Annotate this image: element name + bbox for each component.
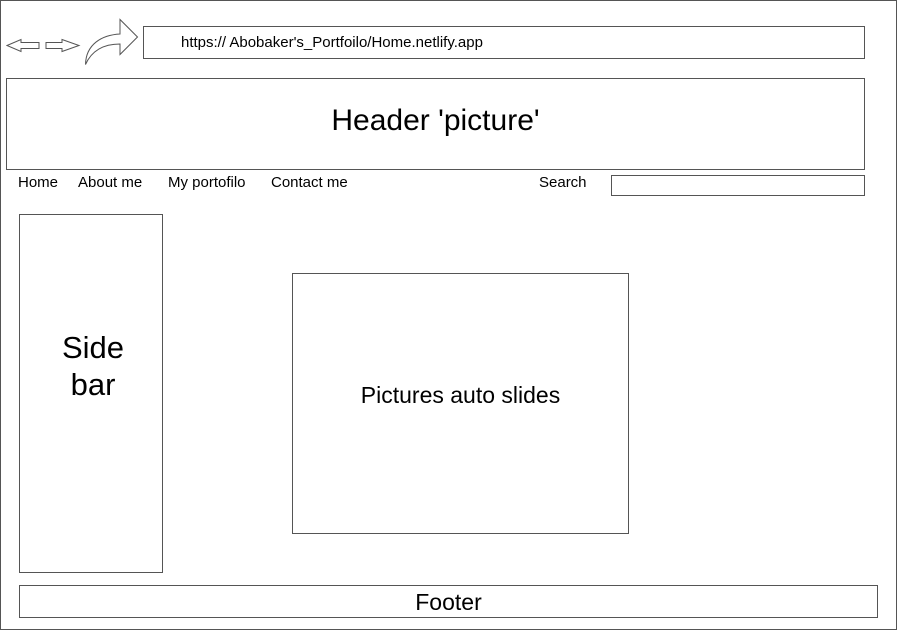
url-text: https:// Abobaker's_Portfoilo/Home.netli…	[181, 34, 483, 51]
nav-link-home[interactable]: Home	[18, 174, 59, 191]
nav-link-about-me[interactable]: About me	[78, 174, 143, 191]
curved-arrow-icon	[85, 18, 139, 65]
forward-button[interactable]	[45, 38, 81, 53]
nav-link-my-portofilo[interactable]: My portofilo	[168, 174, 246, 191]
footer-text: Footer	[415, 588, 482, 615]
reload-button[interactable]	[84, 18, 140, 66]
address-bar[interactable]: https:// Abobaker's_Portfoilo/Home.netli…	[143, 26, 865, 59]
search-label: Search	[539, 174, 587, 191]
footer: Footer	[19, 585, 878, 618]
sidebar-title: Side bar	[61, 329, 125, 402]
header-banner: Header 'picture'	[6, 78, 865, 170]
slideshow-label: Pictures auto slides	[360, 382, 561, 408]
nav-link-contact-me[interactable]: Contact me	[271, 174, 348, 191]
arrow-right-icon	[45, 38, 81, 53]
arrow-left-icon	[5, 38, 40, 53]
header-title: Header 'picture'	[331, 104, 540, 137]
picture-slideshow[interactable]: Pictures auto slides	[292, 273, 629, 534]
search-input[interactable]	[611, 175, 865, 196]
sidebar: Side bar	[19, 214, 163, 573]
back-button[interactable]	[5, 38, 41, 53]
